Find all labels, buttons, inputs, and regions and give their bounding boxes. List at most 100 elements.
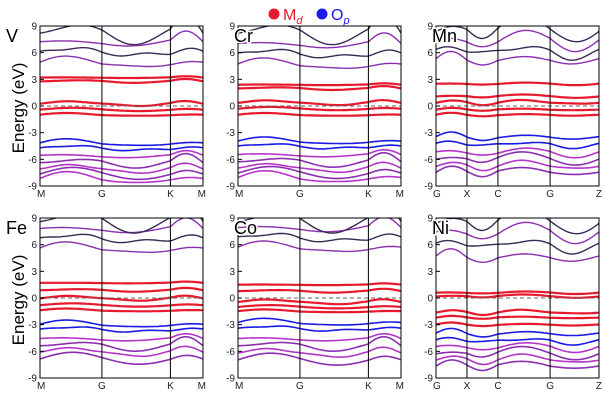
o-p-band [40,170,203,184]
upper-band [40,241,203,253]
x-tick-label-c: C [494,189,501,200]
o-p-band [238,317,401,326]
x-tick-label-x: X [464,381,471,392]
o-p-band [238,170,401,183]
o-p-band [40,336,203,352]
upper-band [238,232,401,243]
upper-band [238,48,401,59]
y-tick-label: -3 [28,128,37,139]
upper-band [40,47,203,57]
y-tick-label: 3 [427,267,433,278]
y-tick-label: 9 [31,214,37,225]
x-tick-label-g: G [546,381,554,392]
upper-band [436,248,599,263]
bands [238,26,401,183]
y-axis-label-top: Energy (eV) [9,63,28,154]
panel-fe: -9 -6 -3 0 3 6 9 M G K M Fe [5,214,207,393]
upper-band [238,32,401,49]
bands [436,26,599,178]
y-tick-label: 6 [427,240,433,251]
x-tick-label-x: X [464,189,471,200]
panels: -9 -6 -3 0 3 6 9 M G K M V -9 -6 -3 0 3 6 9 M G K M Cr -9 -6 -3 0 3 6… [5,22,603,393]
m-d-band [436,111,599,118]
m-d-band [238,308,401,314]
bands [238,218,401,366]
y-tick-label: 9 [229,22,235,33]
upper-band [238,218,401,233]
upper-band [238,240,401,253]
upper-band [40,218,203,234]
m-d-band [238,282,401,287]
m-d-band [436,98,599,107]
o-p-band [238,325,401,332]
panel-mn: -9 -6 -3 0 3 6 9 G X C G Z Mn [424,22,602,201]
o-p-band [436,140,599,150]
legend-label-m-d: Md [283,7,303,27]
m-d-band [238,99,401,107]
m-d-band [436,93,599,99]
y-tick-label: 0 [427,102,433,113]
bands [436,218,599,372]
y-tick-label: -9 [28,374,37,385]
x-tick-label-g: G [433,189,441,200]
x-tick-label-k: K [365,381,372,392]
x-tick-label-g: G [546,189,554,200]
y-tick-label: 6 [229,240,235,251]
y-tick-label: 9 [427,22,433,33]
upper-band [40,218,203,234]
y-tick-label: 0 [31,294,37,305]
y-tick-label: -6 [424,155,433,166]
o-p-band [40,166,203,181]
o-p-band [436,159,599,172]
o-p-band [238,346,401,358]
y-tick-label: 3 [31,75,37,86]
y-tick-label: -9 [226,182,235,193]
legend-label-o-p: Op [331,7,350,27]
o-p-band [436,336,599,346]
x-tick-label-g: G [98,381,106,392]
y-tick-label: 3 [427,75,433,86]
element-label-mn: Mn [432,26,457,46]
o-p-band [238,148,401,158]
upper-band [436,26,599,43]
y-tick-label: -9 [424,182,433,193]
x-tick-label-m: M [396,189,404,200]
y-tick-label: -3 [424,128,433,139]
x-tick-label-g: G [98,189,106,200]
element-label-co: Co [234,218,257,238]
m-d-band [436,81,599,87]
m-d-band [238,298,401,306]
upper-band [436,50,599,66]
o-p-band [40,345,203,358]
y-tick-label: 0 [229,102,235,113]
x-tick-label-m: M [396,381,404,392]
m-d-band [436,314,599,320]
x-tick-label-m: M [37,381,45,392]
y-tick-label: -9 [424,374,433,385]
o-p-band [238,165,401,180]
o-p-band [40,138,203,147]
m-d-band [238,287,401,294]
x-tick-label-z: Z [596,189,602,200]
y-tick-label: 9 [427,214,433,225]
m-d-band [238,105,401,112]
x-tick-label-k: K [365,189,372,200]
o-p-band [40,326,203,333]
upper-band [40,233,203,244]
y-tick-label: 0 [31,102,37,113]
m-d-band [40,111,203,117]
m-d-band [40,77,203,84]
y-tick-label: 6 [229,48,235,59]
o-p-band [40,144,203,152]
y-tick-label: 0 [427,294,433,305]
y-tick-label: 3 [229,75,235,86]
x-tick-label-m: M [235,189,243,200]
o-p-band [436,353,599,366]
m-d-band [436,106,599,112]
x-tick-label-m: M [198,189,206,200]
y-tick-label: 6 [427,48,433,59]
m-d-band [238,111,401,117]
panel-ni: -9 -6 -3 0 3 6 9 G X C G Z Ni [424,214,602,393]
o-p-band [238,136,401,145]
